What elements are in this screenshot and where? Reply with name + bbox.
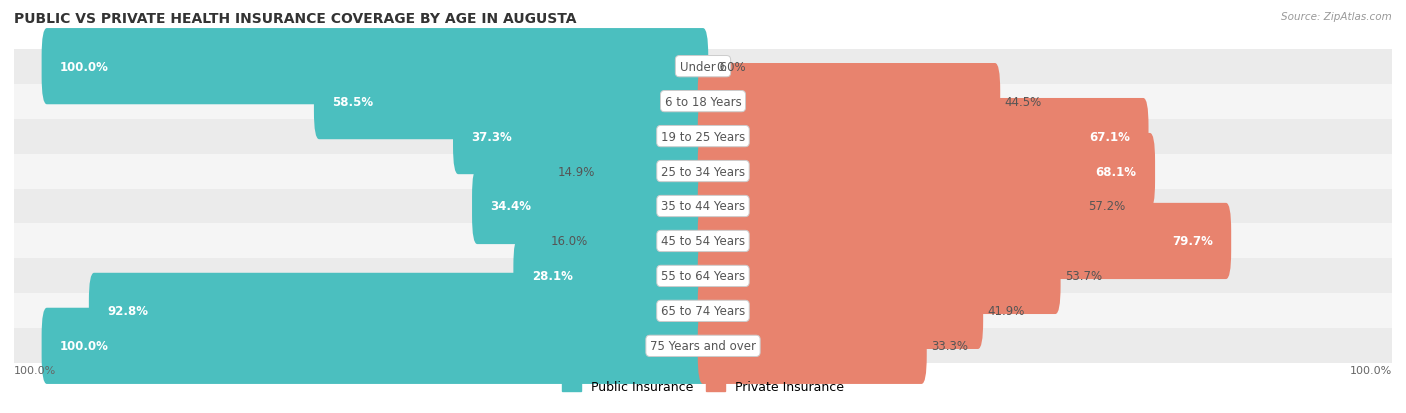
Bar bbox=[14, 329, 1392, 363]
Text: 0.0%: 0.0% bbox=[716, 61, 745, 74]
Text: 44.5%: 44.5% bbox=[1005, 95, 1042, 108]
Text: 53.7%: 53.7% bbox=[1066, 270, 1102, 283]
FancyBboxPatch shape bbox=[697, 99, 1149, 175]
Text: 41.9%: 41.9% bbox=[988, 305, 1025, 318]
Text: 33.3%: 33.3% bbox=[931, 339, 969, 352]
Text: 25 to 34 Years: 25 to 34 Years bbox=[661, 165, 745, 178]
FancyBboxPatch shape bbox=[89, 273, 709, 349]
Bar bbox=[14, 50, 1392, 84]
Legend: Public Insurance, Private Insurance: Public Insurance, Private Insurance bbox=[557, 375, 849, 398]
Bar bbox=[14, 224, 1392, 259]
Bar bbox=[14, 259, 1392, 294]
Text: 58.5%: 58.5% bbox=[332, 95, 374, 108]
FancyBboxPatch shape bbox=[697, 273, 983, 349]
Text: 55 to 64 Years: 55 to 64 Years bbox=[661, 270, 745, 283]
Text: 92.8%: 92.8% bbox=[107, 305, 148, 318]
Text: 19 to 25 Years: 19 to 25 Years bbox=[661, 130, 745, 143]
Text: 100.0%: 100.0% bbox=[60, 61, 108, 74]
FancyBboxPatch shape bbox=[697, 134, 1156, 210]
Text: 14.9%: 14.9% bbox=[558, 165, 595, 178]
FancyBboxPatch shape bbox=[472, 169, 709, 244]
FancyBboxPatch shape bbox=[697, 169, 1084, 244]
Text: Under 6: Under 6 bbox=[679, 61, 727, 74]
FancyBboxPatch shape bbox=[453, 99, 709, 175]
Text: 34.4%: 34.4% bbox=[491, 200, 531, 213]
Text: PUBLIC VS PRIVATE HEALTH INSURANCE COVERAGE BY AGE IN AUGUSTA: PUBLIC VS PRIVATE HEALTH INSURANCE COVER… bbox=[14, 12, 576, 26]
FancyBboxPatch shape bbox=[697, 203, 1232, 279]
Text: 100.0%: 100.0% bbox=[1350, 365, 1392, 375]
Text: 68.1%: 68.1% bbox=[1095, 165, 1136, 178]
Text: 79.7%: 79.7% bbox=[1173, 235, 1213, 248]
Bar bbox=[14, 154, 1392, 189]
FancyBboxPatch shape bbox=[593, 203, 709, 279]
FancyBboxPatch shape bbox=[697, 238, 1060, 314]
Text: 45 to 54 Years: 45 to 54 Years bbox=[661, 235, 745, 248]
FancyBboxPatch shape bbox=[697, 308, 927, 384]
Bar bbox=[14, 84, 1392, 119]
FancyBboxPatch shape bbox=[314, 64, 709, 140]
Text: 28.1%: 28.1% bbox=[531, 270, 572, 283]
Text: 16.0%: 16.0% bbox=[551, 235, 588, 248]
Text: 37.3%: 37.3% bbox=[471, 130, 512, 143]
Text: 67.1%: 67.1% bbox=[1090, 130, 1130, 143]
Text: 75 Years and over: 75 Years and over bbox=[650, 339, 756, 352]
FancyBboxPatch shape bbox=[42, 308, 709, 384]
Text: 35 to 44 Years: 35 to 44 Years bbox=[661, 200, 745, 213]
FancyBboxPatch shape bbox=[697, 64, 1000, 140]
FancyBboxPatch shape bbox=[42, 29, 709, 105]
Text: 57.2%: 57.2% bbox=[1088, 200, 1125, 213]
Bar bbox=[14, 294, 1392, 329]
Text: 6 to 18 Years: 6 to 18 Years bbox=[665, 95, 741, 108]
Bar bbox=[14, 119, 1392, 154]
Text: 100.0%: 100.0% bbox=[14, 365, 56, 375]
Text: 100.0%: 100.0% bbox=[60, 339, 108, 352]
FancyBboxPatch shape bbox=[600, 134, 709, 210]
Text: Source: ZipAtlas.com: Source: ZipAtlas.com bbox=[1281, 12, 1392, 22]
Text: 65 to 74 Years: 65 to 74 Years bbox=[661, 305, 745, 318]
FancyBboxPatch shape bbox=[513, 238, 709, 314]
Bar bbox=[14, 189, 1392, 224]
